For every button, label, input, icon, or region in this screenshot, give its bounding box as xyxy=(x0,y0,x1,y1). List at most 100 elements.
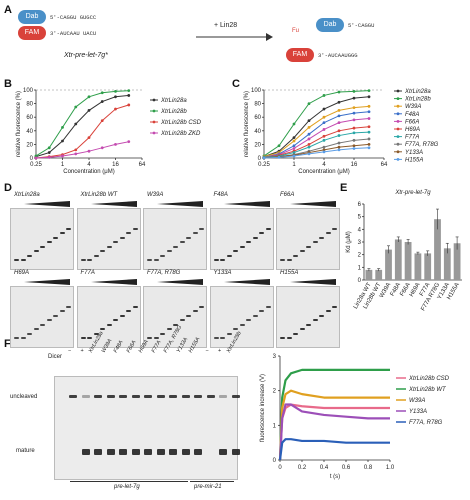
data-point xyxy=(367,89,371,93)
gel-title: W39A xyxy=(147,192,164,198)
gel-band xyxy=(14,337,19,339)
trace-3 xyxy=(278,403,390,461)
lane-label: F77A xyxy=(150,339,163,354)
series-line-5 xyxy=(263,126,370,158)
bar xyxy=(453,243,461,280)
gel-band xyxy=(246,241,251,243)
y-tick-label: 6 xyxy=(358,202,362,208)
legend-marker xyxy=(396,104,400,108)
gel-image xyxy=(143,286,207,348)
y-tick-label: 0 xyxy=(30,156,34,162)
legend-marker xyxy=(152,98,156,102)
x-tick-label: 0.6 xyxy=(342,465,351,471)
bar xyxy=(394,239,402,280)
gel-band xyxy=(80,337,86,339)
gel-band xyxy=(299,250,305,252)
data-point xyxy=(114,107,117,111)
data-point xyxy=(367,143,371,146)
trace-0 xyxy=(278,403,390,461)
data-point xyxy=(322,150,326,154)
gel-band xyxy=(93,254,99,257)
data-point xyxy=(322,94,326,97)
legend-label: XtrLin28b CSD xyxy=(408,376,450,382)
gel-band xyxy=(213,337,219,339)
uncleaved-band xyxy=(119,395,127,398)
legend-marker xyxy=(396,97,400,100)
bar xyxy=(443,248,451,280)
mature-band xyxy=(194,449,202,455)
data-point xyxy=(292,139,296,143)
mature-label: mature xyxy=(16,448,35,454)
gel-band xyxy=(280,259,285,261)
panel-d-emsa-gels: XtrLin28a XtrLin28b WT W39A F48A F66A H69A F77… xyxy=(10,192,340,348)
gel-title: F66A xyxy=(280,192,295,198)
gel-band xyxy=(59,310,65,312)
mature-band xyxy=(106,449,115,455)
gel-band xyxy=(259,310,264,312)
data-point xyxy=(307,145,311,149)
series-line-1 xyxy=(263,90,370,157)
panel-a-caption: Xtr-pre-let-7g* xyxy=(64,52,108,59)
gel-band xyxy=(306,245,311,248)
gel-band xyxy=(53,236,58,239)
lin28-arrow-label: + Lin28 xyxy=(214,22,238,29)
gel-band xyxy=(27,332,32,335)
legend-label: W39A xyxy=(409,398,425,404)
chart-c-mutant-binding-curves: 0.25 1 4 16 64 0 20 40 60 80 100 Concentration (μM)… xyxy=(244,88,439,175)
series-line-0 xyxy=(263,96,370,158)
gel-band xyxy=(220,259,225,261)
gel-band xyxy=(87,259,92,261)
gel-band xyxy=(319,236,324,239)
gel-band xyxy=(286,259,292,261)
lane-label: − xyxy=(68,348,72,354)
series-line-1 xyxy=(35,90,129,157)
gel-title: F77A xyxy=(80,270,95,276)
y-axis-label: Kd (μM) xyxy=(346,231,352,252)
data-point xyxy=(100,146,104,150)
series-line-9 xyxy=(263,147,370,159)
gel-band xyxy=(252,236,258,239)
data-point xyxy=(87,109,91,112)
x-tick-label: 16 xyxy=(351,162,358,168)
panel-label-c: C xyxy=(232,78,240,90)
gel-band xyxy=(132,305,138,308)
x-tick-label: 0.2 xyxy=(298,465,307,471)
gel-band xyxy=(106,245,112,248)
data-point xyxy=(352,96,356,100)
sequence-right-bottom: 3'-AUCAAUGGG xyxy=(318,52,358,59)
concentration-wedge xyxy=(157,201,203,207)
trace-1 xyxy=(278,368,390,461)
gel-band xyxy=(126,310,131,312)
lane-label: F48A xyxy=(112,339,125,354)
gel-band xyxy=(192,310,198,312)
data-point xyxy=(352,118,356,122)
gel-band xyxy=(179,319,185,321)
legend-marker xyxy=(152,120,156,124)
legend-marker xyxy=(396,89,400,93)
gel-band xyxy=(153,259,159,261)
series-line-2 xyxy=(35,104,129,159)
legend-label: F77A, R78G xyxy=(405,142,439,148)
gel-title: F77A, R78G xyxy=(147,270,181,276)
gel-band xyxy=(332,305,337,308)
dab-oval-right: Dab xyxy=(316,18,344,32)
data-point xyxy=(322,107,326,111)
gel-band xyxy=(233,250,238,252)
gel-band xyxy=(325,232,331,234)
gel-band xyxy=(332,227,337,230)
data-point xyxy=(352,138,356,142)
x-axis-label: t (s) xyxy=(330,474,340,480)
data-point xyxy=(337,114,341,118)
uncleaved-label: uncleaved xyxy=(10,394,38,400)
x-tick-label: 1 xyxy=(61,162,65,168)
legend-label: XtrLin28b ZKD xyxy=(160,131,201,137)
legend-label: XtrLin28a xyxy=(404,89,431,95)
gel-band xyxy=(40,245,45,248)
gel-band xyxy=(119,314,125,317)
y-tick-label: 2 xyxy=(273,389,277,395)
data-point xyxy=(114,89,117,93)
gel-band xyxy=(87,337,92,339)
mature-band xyxy=(131,449,140,455)
gel-band xyxy=(53,314,58,317)
data-point xyxy=(61,126,64,129)
